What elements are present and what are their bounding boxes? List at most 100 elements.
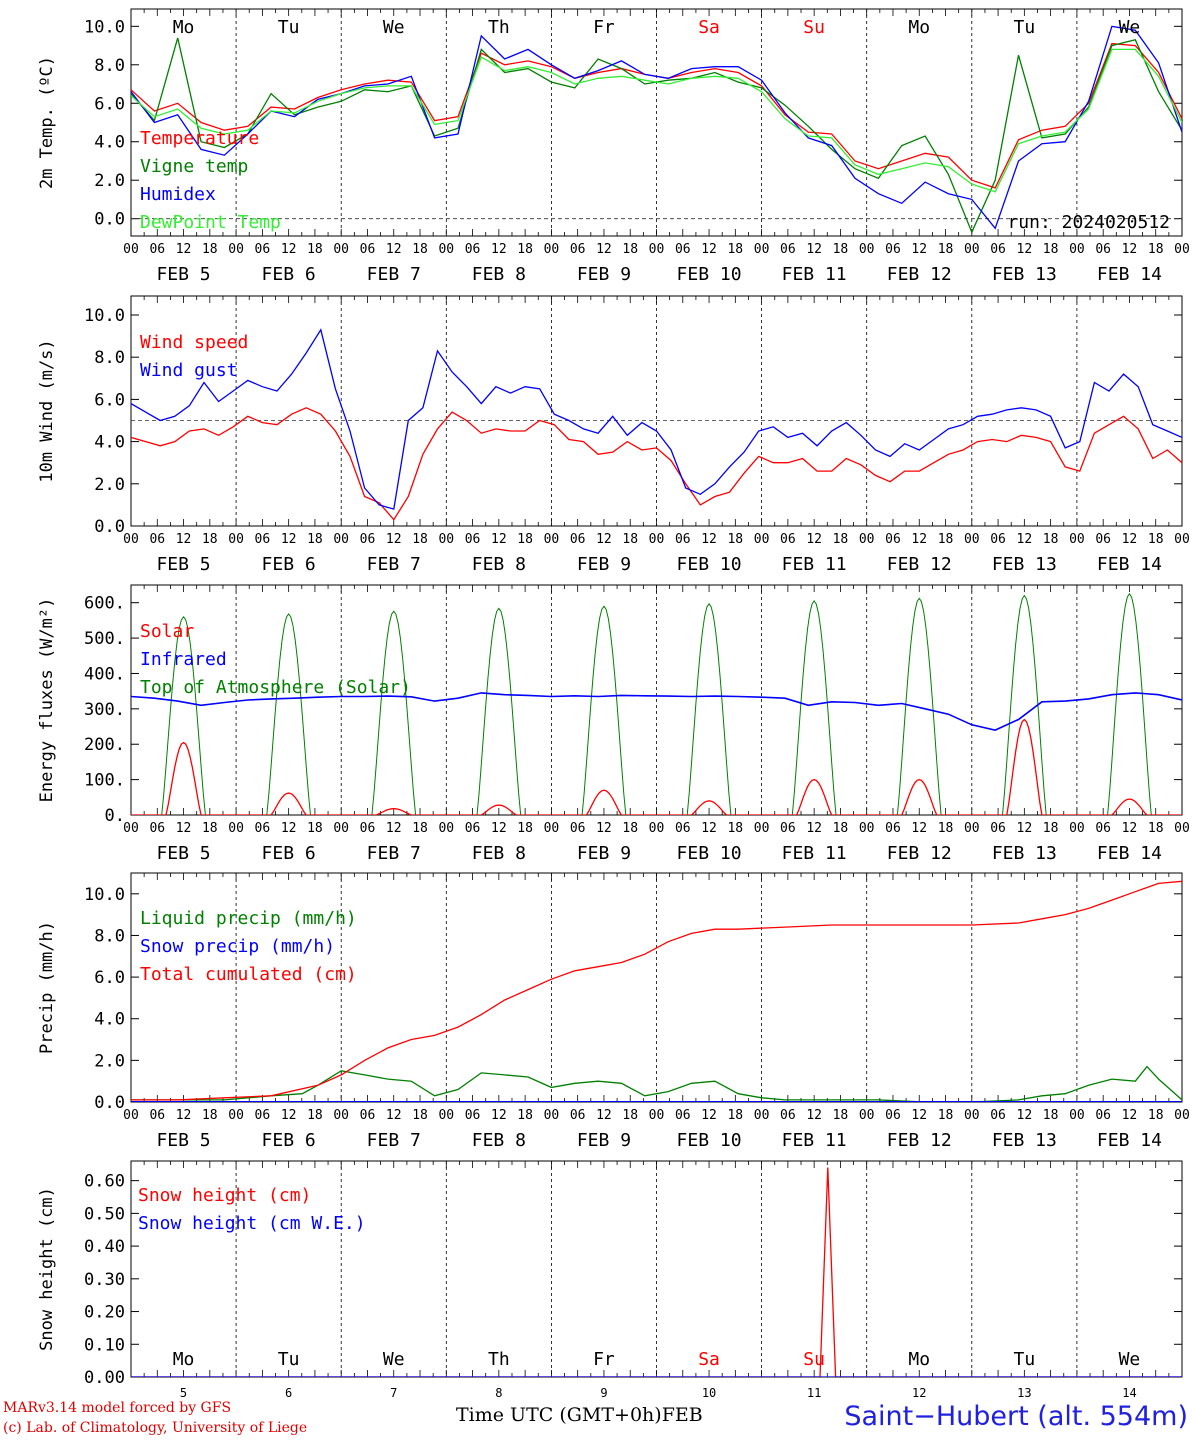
hour-tick-label: 06	[675, 242, 691, 257]
panel-4: 0.0 2.0 4.0 6.0 8.0 10.0 Precip (mm/h) Liquid p…	[37, 872, 1190, 1151]
run-label: run: 2024020512	[1007, 212, 1170, 233]
date-label: FEB 8	[472, 843, 526, 864]
legend-entry: Snow height (cm)	[138, 1185, 311, 1206]
hour-tick-label: 00	[754, 821, 770, 836]
day-label: Su	[803, 17, 825, 38]
legend-entry: Snow height (cm W.E.)	[138, 1213, 366, 1234]
date-label: FEB 5	[156, 1130, 210, 1151]
day-label: Sa	[698, 17, 720, 38]
day-label: Sa	[698, 1349, 720, 1370]
day-label: Mo	[173, 17, 195, 38]
hour-tick-label: 18	[1148, 242, 1164, 257]
hour-tick-label: 00	[123, 242, 139, 257]
hour-tick-label: 12	[281, 242, 297, 257]
hour-tick-label: 18	[1043, 1108, 1059, 1123]
hour-tick-label: 00	[1174, 242, 1190, 257]
hour-tick-label: 12	[1122, 532, 1138, 547]
hour-tick-label: 00	[333, 242, 349, 257]
y-tick-label: 0.00	[84, 1368, 125, 1388]
day-label: Fr	[593, 17, 615, 38]
date-label: FEB 13	[992, 1130, 1057, 1151]
hour-tick-label: 06	[149, 242, 165, 257]
hour-tick-label: 06	[675, 1108, 691, 1123]
hour-tick-label: 06	[885, 242, 901, 257]
hour-tick-label: 12	[491, 821, 507, 836]
hour-tick-label: 00	[228, 242, 244, 257]
date-label: FEB 14	[1097, 1130, 1162, 1151]
date-label: FEB 6	[262, 554, 316, 575]
hour-tick-label: 12	[1017, 821, 1033, 836]
date-number: 9	[600, 1386, 607, 1400]
hour-tick-label: 18	[938, 821, 954, 836]
hour-tick-label: 06	[360, 532, 376, 547]
hour-tick-label: 00	[123, 532, 139, 547]
date-label: FEB 9	[577, 264, 631, 285]
hour-tick-label: 18	[202, 1108, 218, 1123]
hour-tick-label: 06	[149, 821, 165, 836]
date-label: FEB 6	[262, 843, 316, 864]
date-number: 7	[390, 1386, 397, 1400]
series-line-2	[131, 328, 1182, 510]
hour-tick-label: 00	[228, 1108, 244, 1123]
hour-tick-label: 00	[859, 532, 875, 547]
date-label: FEB 11	[782, 554, 847, 575]
y-tick-label: 6.0	[94, 390, 125, 410]
hour-tick-label: 18	[517, 242, 533, 257]
series-line-3	[131, 880, 1182, 1101]
hour-tick-label: 00	[123, 1108, 139, 1123]
hour-tick-label: 18	[622, 242, 638, 257]
date-label: FEB 10	[677, 264, 742, 285]
series-line-1	[131, 1065, 1182, 1102]
y-tick-label: 400.	[84, 664, 125, 684]
y-tick-label: 0.0	[94, 210, 125, 230]
hour-tick-label: 12	[596, 1108, 612, 1123]
hour-tick-label: 12	[806, 242, 822, 257]
date-label: FEB 7	[367, 264, 421, 285]
y-tick-label: 0.30	[84, 1270, 125, 1290]
hour-tick-label: 18	[833, 821, 849, 836]
legend-entry: DewPoint Temp	[140, 212, 281, 233]
hour-tick-label: 12	[806, 821, 822, 836]
y-axis-title: Precip (mm/h)	[37, 921, 57, 1054]
hour-tick-label: 18	[307, 242, 323, 257]
hour-tick-label: 00	[1069, 532, 1085, 547]
hour-tick-label: 12	[1122, 821, 1138, 836]
date-number: 14	[1122, 1386, 1136, 1400]
hour-tick-label: 06	[465, 532, 481, 547]
hour-tick-label: 18	[202, 242, 218, 257]
date-label: FEB 14	[1097, 843, 1162, 864]
hour-tick-label: 12	[701, 242, 717, 257]
hour-tick-label: 18	[938, 1108, 954, 1123]
y-axis-title: Snow height (cm)	[37, 1187, 57, 1351]
hour-tick-label: 06	[780, 242, 796, 257]
hour-tick-label: 06	[1095, 242, 1111, 257]
day-label: Tu	[278, 17, 300, 38]
hour-tick-label: 12	[281, 1108, 297, 1123]
time-axis-title: Time UTC (GMT+0h)FEB	[456, 1404, 703, 1426]
legend-entry: Humidex	[140, 184, 216, 205]
hour-tick-label: 18	[1148, 532, 1164, 547]
day-label: Mo	[908, 1349, 930, 1370]
hour-tick-label: 18	[202, 821, 218, 836]
date-label: FEB 10	[677, 843, 742, 864]
y-tick-label: 0.10	[84, 1335, 125, 1355]
date-label: FEB 8	[472, 1130, 526, 1151]
hour-tick-label: 00	[964, 242, 980, 257]
y-tick-label: 4.0	[94, 1010, 125, 1030]
y-tick-label: 0.20	[84, 1303, 125, 1323]
y-tick-label: 6.0	[94, 94, 125, 114]
hour-tick-label: 12	[386, 242, 402, 257]
hour-tick-label: 12	[386, 532, 402, 547]
hour-tick-label: 06	[255, 821, 271, 836]
hour-tick-label: 18	[727, 1108, 743, 1123]
y-tick-label: 8.0	[94, 348, 125, 368]
date-number: 8	[495, 1386, 502, 1400]
hour-tick-label: 00	[123, 821, 139, 836]
day-label: Fr	[593, 1349, 615, 1370]
hour-tick-label: 18	[833, 1108, 849, 1123]
legend-entry: Infrared	[140, 649, 227, 670]
hour-tick-label: 12	[701, 1108, 717, 1123]
legend-entry: Total cumulated (cm)	[140, 964, 357, 985]
legend-entry: Top of Atmosphere (Solar)	[140, 677, 411, 698]
toa-solar-line	[131, 592, 1182, 815]
